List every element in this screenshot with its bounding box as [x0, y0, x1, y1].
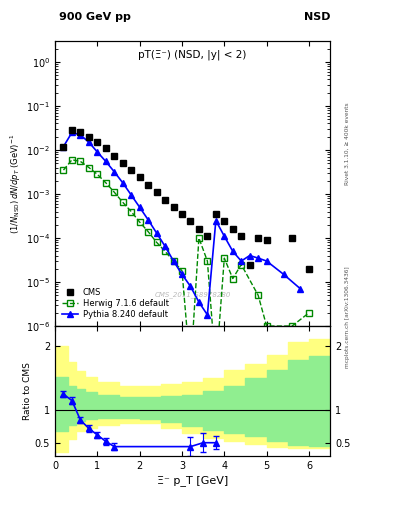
Herwig 7.1.6 default: [239, 262, 244, 268]
CMS: [307, 266, 311, 272]
CMS: [256, 235, 261, 241]
Pythia 8.240 default: [103, 158, 108, 164]
CMS: [180, 211, 184, 217]
Herwig 7.1.6 default: [61, 167, 66, 173]
Herwig 7.1.6 default: [222, 255, 227, 261]
Text: CMS_2011_S8978280: CMS_2011_S8978280: [154, 291, 231, 297]
Herwig 7.1.6 default: [196, 235, 201, 241]
Herwig 7.1.6 default: [129, 208, 134, 215]
Pythia 8.240 default: [180, 271, 184, 278]
Pythia 8.240 default: [95, 149, 100, 155]
CMS: [196, 226, 201, 232]
Text: mcplots.cern.ch [arXiv:1306.3436]: mcplots.cern.ch [arXiv:1306.3436]: [345, 267, 350, 368]
Herwig 7.1.6 default: [307, 310, 311, 316]
Herwig 7.1.6 default: [78, 158, 83, 164]
CMS: [86, 134, 91, 140]
Pythia 8.240 default: [86, 139, 91, 145]
CMS: [239, 233, 244, 239]
Pythia 8.240 default: [146, 217, 151, 223]
Herwig 7.1.6 default: [180, 268, 184, 274]
Herwig 7.1.6 default: [256, 292, 261, 298]
Pythia 8.240 default: [298, 286, 303, 292]
Pythia 8.240 default: [188, 283, 193, 289]
Pythia 8.240 default: [137, 204, 142, 210]
CMS: [205, 233, 210, 239]
CMS: [154, 189, 159, 195]
Herwig 7.1.6 default: [95, 172, 100, 178]
Herwig 7.1.6 default: [171, 258, 176, 264]
Herwig 7.1.6 default: [146, 228, 151, 234]
CMS: [95, 139, 100, 145]
Herwig 7.1.6 default: [290, 323, 294, 329]
Pythia 8.240 default: [129, 192, 134, 198]
Herwig 7.1.6 default: [112, 189, 117, 195]
Pythia 8.240 default: [230, 248, 235, 254]
Pythia 8.240 default: [239, 258, 244, 264]
Pythia 8.240 default: [120, 180, 125, 186]
Line: CMS: CMS: [61, 127, 312, 272]
Pythia 8.240 default: [61, 143, 66, 150]
Text: pT(Ξ⁻) (NSD, |y| < 2): pT(Ξ⁻) (NSD, |y| < 2): [138, 50, 247, 60]
CMS: [112, 153, 117, 159]
Text: NSD: NSD: [304, 11, 330, 22]
X-axis label: Ξ⁻ p_T [GeV]: Ξ⁻ p_T [GeV]: [157, 475, 228, 485]
Herwig 7.1.6 default: [86, 164, 91, 170]
Herwig 7.1.6 default: [163, 248, 167, 254]
Pythia 8.240 default: [205, 312, 210, 318]
Pythia 8.240 default: [163, 243, 167, 249]
Pythia 8.240 default: [112, 169, 117, 175]
CMS: [213, 211, 218, 217]
Herwig 7.1.6 default: [70, 157, 74, 163]
Pythia 8.240 default: [247, 252, 252, 259]
Pythia 8.240 default: [196, 299, 201, 305]
Pythia 8.240 default: [154, 230, 159, 236]
Y-axis label: Ratio to CMS: Ratio to CMS: [23, 362, 32, 420]
CMS: [264, 237, 269, 243]
Line: Herwig 7.1.6 default: Herwig 7.1.6 default: [61, 157, 312, 373]
Herwig 7.1.6 default: [230, 275, 235, 282]
Pythia 8.240 default: [78, 132, 83, 138]
Herwig 7.1.6 default: [154, 239, 159, 245]
CMS: [230, 226, 235, 232]
Pythia 8.240 default: [171, 258, 176, 264]
CMS: [163, 197, 167, 203]
CMS: [103, 145, 108, 151]
Herwig 7.1.6 default: [213, 367, 218, 373]
Herwig 7.1.6 default: [264, 323, 269, 329]
Pythia 8.240 default: [213, 218, 218, 224]
Pythia 8.240 default: [70, 130, 74, 136]
Herwig 7.1.6 default: [103, 180, 108, 186]
Herwig 7.1.6 default: [205, 258, 210, 264]
Pythia 8.240 default: [256, 255, 261, 261]
CMS: [78, 129, 83, 135]
CMS: [70, 127, 74, 134]
Herwig 7.1.6 default: [137, 219, 142, 225]
CMS: [146, 182, 151, 188]
CMS: [290, 235, 294, 241]
CMS: [222, 218, 227, 224]
CMS: [129, 167, 134, 173]
CMS: [120, 160, 125, 166]
Legend: CMS, Herwig 7.1.6 default, Pythia 8.240 default: CMS, Herwig 7.1.6 default, Pythia 8.240 …: [59, 286, 171, 322]
Text: 900 GeV pp: 900 GeV pp: [59, 11, 131, 22]
Herwig 7.1.6 default: [188, 367, 193, 373]
Line: Pythia 8.240 default: Pythia 8.240 default: [61, 130, 303, 317]
CMS: [188, 218, 193, 224]
CMS: [137, 174, 142, 180]
Herwig 7.1.6 default: [120, 199, 125, 205]
Pythia 8.240 default: [222, 233, 227, 239]
Pythia 8.240 default: [264, 258, 269, 264]
Pythia 8.240 default: [281, 271, 286, 278]
Y-axis label: $(1/N_\mathrm{NSD})\,dN/dp_T\;(\mathrm{GeV})^{-1}$: $(1/N_\mathrm{NSD})\,dN/dp_T\;(\mathrm{G…: [9, 133, 23, 233]
CMS: [171, 204, 176, 210]
Text: Rivet 3.1.10, ≥ 400k events: Rivet 3.1.10, ≥ 400k events: [345, 102, 350, 185]
CMS: [247, 262, 252, 268]
CMS: [61, 143, 66, 150]
